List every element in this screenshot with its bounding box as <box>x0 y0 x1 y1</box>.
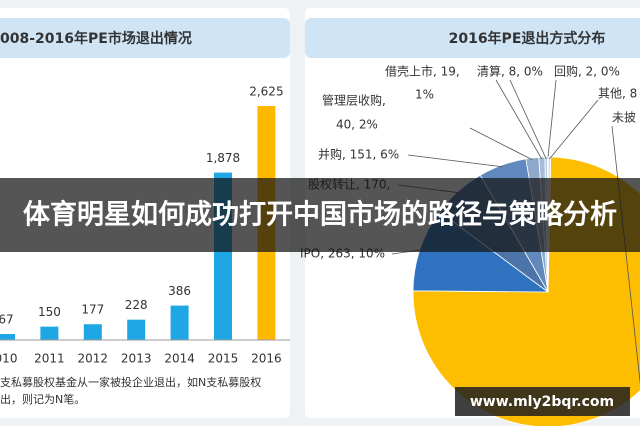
watermark: www.mly2bqr.com <box>470 394 614 410</box>
bar <box>83 324 102 340</box>
slice-label: 并购, 151, 6% <box>318 147 399 162</box>
value-label: 228 <box>125 298 148 312</box>
x-tick-label: 2015 <box>208 352 239 366</box>
slice-label: 回购, 2, 0% <box>554 64 620 79</box>
right-title-bar <box>305 18 640 58</box>
value-label: 67 <box>0 313 14 327</box>
value-label: 177 <box>81 303 104 317</box>
bar <box>0 334 15 340</box>
value-label: 386 <box>168 284 191 298</box>
slice-label: 管理层收购, <box>322 93 386 108</box>
leader-line <box>469 127 533 161</box>
slice-label: 1% <box>415 88 434 102</box>
bar <box>40 326 59 340</box>
x-tick-label: 2014 <box>164 352 195 366</box>
slice-label: 清算, 8, 0% <box>477 64 543 79</box>
slice-label: 未披 <box>612 111 636 125</box>
leader-line <box>547 79 557 160</box>
right-title: 2016年PE退出方式分布 <box>449 30 606 47</box>
value-label: 1,878 <box>206 151 240 165</box>
leader-line <box>509 79 547 160</box>
slice-label: 其他, 8 <box>598 87 637 101</box>
x-tick-label: 2011 <box>34 352 65 366</box>
banner-text: 体育明星如何成功打开中国市场的路径与策略分析 <box>23 199 617 231</box>
slice-label: 40, 2% <box>336 118 378 132</box>
left-title-bar <box>0 18 290 58</box>
overlay: 体育明星如何成功打开中国市场的路径与策略分析 www.mly2bqr.com <box>0 178 640 416</box>
value-label: 150 <box>38 305 61 319</box>
leader-line <box>407 154 504 168</box>
leader-line <box>495 79 543 160</box>
slice-label: 借壳上市, 19, <box>385 64 460 79</box>
bar <box>170 305 189 340</box>
x-tick-label: 2013 <box>121 352 152 366</box>
banner-band <box>0 178 640 252</box>
x-tick-label: 2016 <box>251 352 282 366</box>
leader-line <box>549 99 599 160</box>
note-line: 出，则记为N笔。 <box>0 392 85 406</box>
leader-line <box>611 125 640 385</box>
bar <box>127 319 146 340</box>
watermark-box <box>455 387 630 416</box>
x-tick-label: 010 <box>0 352 17 366</box>
x-tick-label: 2012 <box>78 352 109 366</box>
left-title: 008-2016年PE市场退出情况 <box>0 30 192 47</box>
value-label: 2,625 <box>249 85 283 99</box>
note-line: 支私募股权基金从一家被投企业退出，如N支私募股权 <box>0 375 261 389</box>
